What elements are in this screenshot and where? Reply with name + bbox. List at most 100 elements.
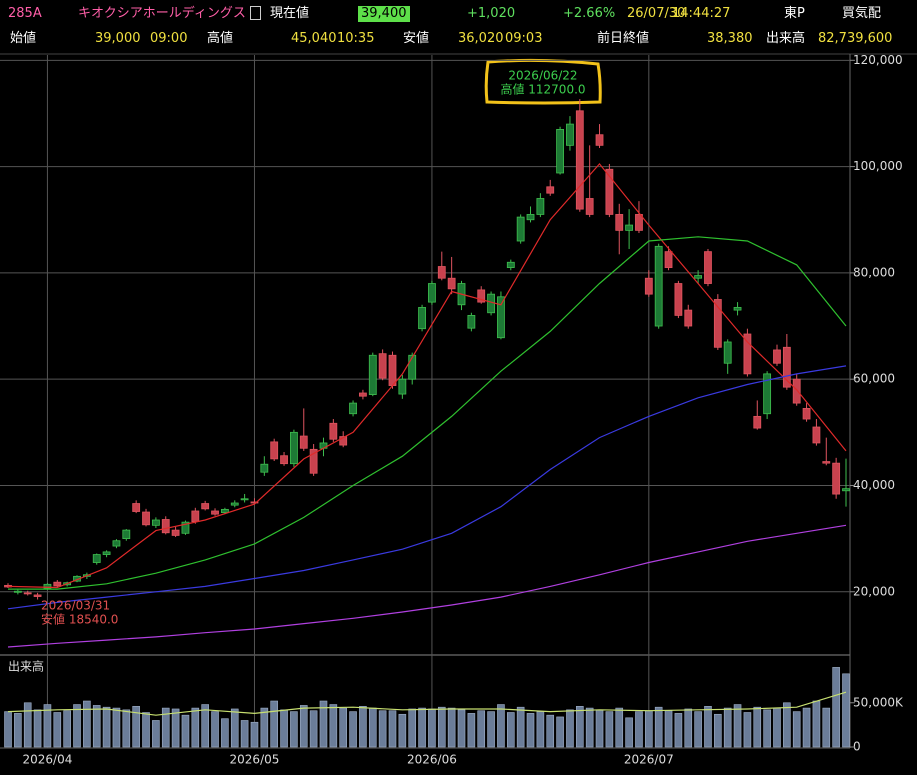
volume-bar [191, 707, 200, 748]
volume-bar [674, 713, 683, 748]
volume-bar [4, 711, 12, 748]
price: 39,400 [358, 6, 410, 22]
volume-bar [635, 711, 643, 748]
volume-bar [714, 713, 722, 748]
volume-bar [211, 711, 219, 748]
candle-body [516, 216, 525, 242]
candle-body [713, 299, 722, 348]
volume-bar [447, 707, 456, 748]
candle-body [349, 402, 357, 415]
volume-bar [783, 702, 791, 748]
volume-bar [63, 710, 71, 748]
candle-body [329, 422, 338, 440]
candle-body [684, 309, 693, 327]
y-tick-label: 100,000 [853, 159, 903, 173]
candle-body [211, 510, 219, 515]
y-tick-label: 80,000 [853, 265, 895, 279]
ma-line [7, 365, 847, 610]
volume-bar [221, 718, 229, 748]
candle-body [408, 354, 417, 380]
candle-body [142, 511, 150, 526]
volume-bar [645, 710, 653, 748]
volume-bar [201, 704, 209, 748]
candle-body [23, 592, 32, 595]
y-tick-label: 40,000 [853, 478, 895, 492]
volume-bar [654, 706, 663, 748]
volume-bar [526, 713, 535, 748]
candle-body [585, 198, 594, 215]
volume-bar [595, 709, 604, 748]
volume-bar [822, 707, 831, 748]
candle-body [615, 214, 624, 231]
market: 東P [784, 6, 805, 21]
candle-body [339, 436, 348, 446]
price-label: 現在値 [270, 6, 310, 21]
volume-bar [319, 700, 328, 748]
candle-body [33, 594, 42, 597]
candle-body [13, 590, 22, 593]
volume-bar [368, 707, 377, 748]
annotation-date: 2026/03/31 [41, 599, 110, 613]
volume-bar [723, 707, 732, 748]
volume-bar [83, 700, 91, 748]
candle-body [625, 224, 634, 231]
volume-bar [250, 721, 259, 748]
volume-bar [14, 713, 22, 748]
candle-body [112, 540, 121, 547]
volume-bar [802, 707, 811, 748]
candle-body [359, 392, 367, 397]
volume-bar [378, 710, 387, 748]
volume-bar [753, 706, 762, 748]
quote: 買気配 [842, 6, 882, 21]
volume-bar [359, 706, 367, 748]
volume-bar [812, 700, 821, 748]
candle-body [309, 448, 318, 474]
candle-body [201, 503, 210, 510]
candle-body [230, 502, 239, 506]
candle-body [566, 123, 574, 146]
candle-body [763, 373, 772, 415]
volume-bar [171, 708, 180, 748]
candle-body [497, 296, 505, 339]
candle-body [575, 110, 584, 210]
candle-body [635, 214, 643, 231]
volume-bar [329, 704, 338, 748]
candle-body [151, 519, 160, 526]
field-time: 10:35 [337, 31, 375, 46]
field-value: 82,739,600 [818, 31, 893, 46]
candle-body [773, 349, 781, 364]
candle-body [290, 431, 298, 465]
candle-body [644, 277, 653, 295]
candle-body [822, 461, 831, 464]
field-value: 39,000 [95, 31, 141, 46]
annotation-label: 安値 18540.0 [41, 612, 118, 627]
candle-body [467, 315, 476, 329]
field-time: 09:03 [505, 31, 543, 46]
candle-body [704, 251, 712, 284]
company-name: キオクシアホールディングス [78, 6, 246, 21]
volume-bar [832, 667, 840, 748]
doc-icon[interactable] [250, 6, 261, 20]
change-pct: +2.66% [563, 6, 616, 21]
volume-bar [339, 707, 348, 748]
field-label: 前日終値 [597, 31, 650, 46]
field-label: 高値 [207, 31, 234, 46]
candle-body [388, 354, 397, 386]
volume-bar [684, 708, 693, 748]
candle-body [654, 245, 663, 327]
x-tick-label: 2026/05 [230, 753, 280, 767]
volume-bar [53, 712, 62, 748]
volume-bar [664, 710, 673, 748]
volume-bar [102, 706, 111, 748]
candle-body [132, 503, 141, 512]
candle-body [743, 333, 752, 375]
candle-body [526, 214, 535, 221]
date: 26/07/30 [627, 6, 686, 21]
candle-body [43, 583, 52, 589]
volume-bar [388, 710, 397, 748]
volume-bar [92, 705, 101, 748]
x-tick-label: 2026/04 [23, 753, 73, 767]
field-label: 出来高 [766, 31, 806, 46]
candle-body [664, 251, 673, 268]
ma-line [7, 691, 847, 716]
